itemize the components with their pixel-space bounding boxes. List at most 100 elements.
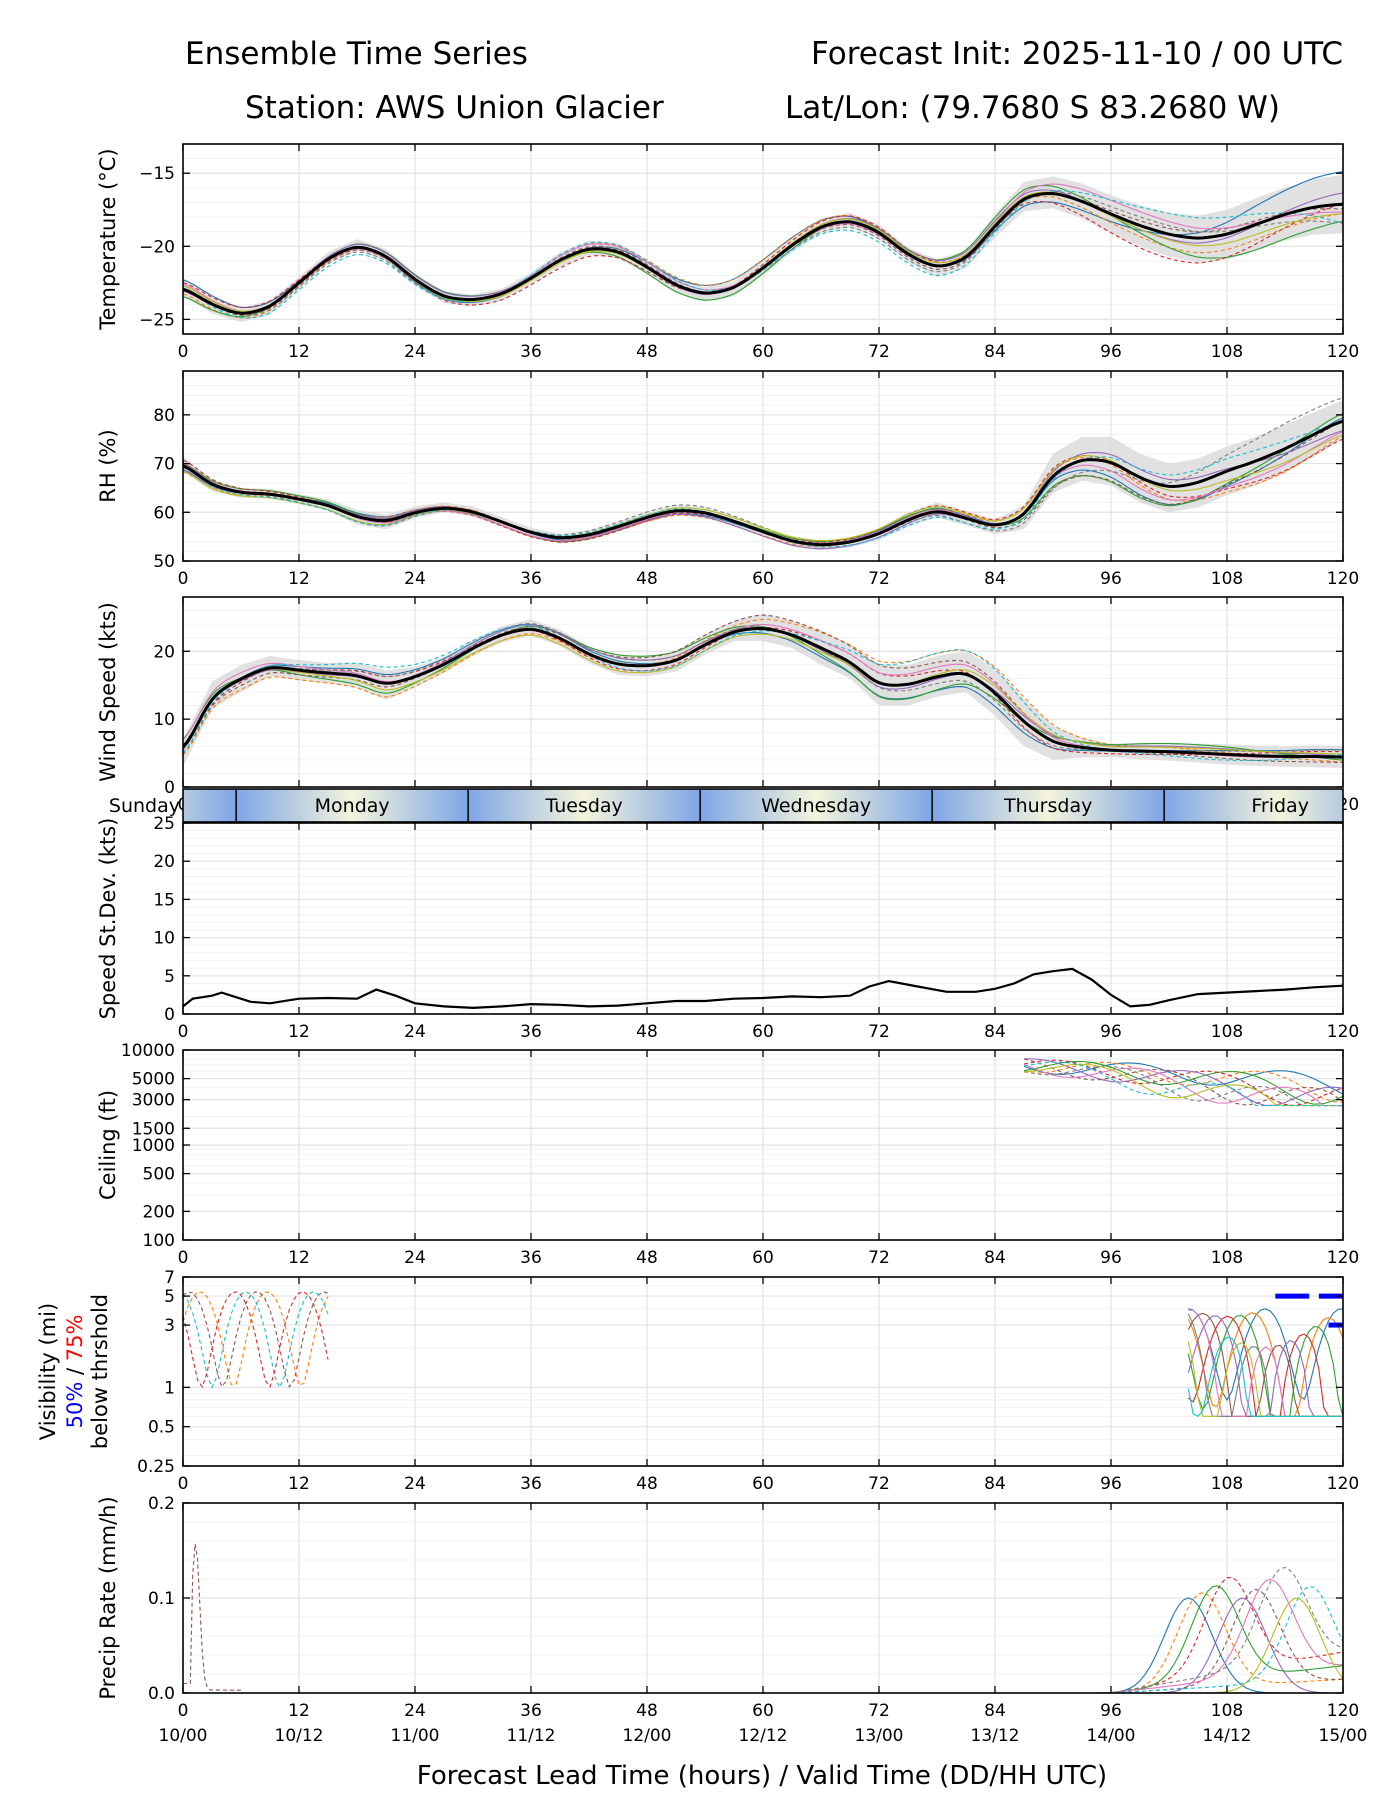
x-axis-label: Forecast Lead Time (hours) / Valid Time … <box>417 1761 1107 1791</box>
ensemble-member-line <box>995 1578 1343 1693</box>
y-axis-label: Precip Rate (mm/h) <box>96 1496 120 1699</box>
x-tick-label: 108 <box>1211 1022 1243 1042</box>
valid-time-label: 10/00 <box>159 1726 208 1746</box>
x-tick-label: 12 <box>288 1022 310 1042</box>
x-tick-label: 108 <box>1211 342 1243 362</box>
legend-50-percent: 50% <box>63 1382 87 1429</box>
x-tick-label: 60 <box>752 569 774 589</box>
ensemble-member-line <box>183 430 1343 550</box>
legend-sep: / <box>63 1361 87 1381</box>
x-tick-label: 36 <box>520 342 542 362</box>
x-tick-label: 12 <box>288 1701 310 1721</box>
x-tick-label: 24 <box>404 1248 426 1268</box>
ensemble-mean-line <box>183 419 1343 547</box>
ensemble-member-line <box>1188 1308 1343 1402</box>
ensemble-member-line <box>1187 1312 1343 1417</box>
ensemble-member-line <box>183 190 1343 319</box>
x-tick-label: 72 <box>868 1248 890 1268</box>
ensemble-member-line <box>995 1588 1343 1693</box>
y-tick-label: 0.25 <box>137 1457 175 1477</box>
x-tick-label: 24 <box>404 1474 426 1494</box>
ensemble-member-line <box>183 193 1343 316</box>
x-tick-label: 12 <box>288 342 310 362</box>
plot-area-ceiling <box>1023 1058 1343 1107</box>
y-tick-label: 0.1 <box>148 1589 175 1609</box>
x-tick-label: 120 <box>1327 569 1359 589</box>
y-axis-label: Temperature (°C) <box>96 148 120 330</box>
y-tick-label: 5 <box>164 967 175 987</box>
x-tick-label: 0 <box>178 1701 189 1721</box>
x-tick-label: 24 <box>404 1022 426 1042</box>
y-tick-label: 3000 <box>132 1091 175 1111</box>
plot-area-rh <box>183 397 1343 551</box>
y-tick-label: 0.2 <box>148 1494 175 1514</box>
ensemble-member-line <box>183 1291 329 1389</box>
title-left: Ensemble Time Series <box>185 36 528 72</box>
x-tick-label: 0 <box>178 1248 189 1268</box>
x-tick-label: 36 <box>520 1248 542 1268</box>
y-axis-label: Wind Speed (kts) <box>96 602 120 782</box>
x-tick-label: 120 <box>1327 1474 1359 1494</box>
ensemble-member-line <box>183 624 1343 762</box>
ensemble-member-line <box>183 1291 329 1386</box>
station-latlon: Lat/Lon: (79.7680 S 83.2680 W) <box>785 90 1280 126</box>
x-tick-label: 72 <box>868 1474 890 1494</box>
x-tick-label: 36 <box>520 569 542 589</box>
day-strip: Sunday Monday Tuesday Wednesday Thursday Frid… <box>109 788 1344 823</box>
valid-time-label: 13/12 <box>971 1726 1020 1746</box>
ensemble-member-line <box>1023 1061 1343 1103</box>
x-tick-label: 96 <box>1100 1701 1122 1721</box>
ensemble-member-line <box>183 1291 329 1388</box>
x-tick-label: 108 <box>1211 569 1243 589</box>
day-band <box>183 789 237 822</box>
ensemble-member-line <box>995 1585 1343 1693</box>
y-tick-label: 0 <box>164 1005 175 1025</box>
x-tick-label: 24 <box>404 1701 426 1721</box>
y-tick-label: 200 <box>143 1202 175 1222</box>
y-tick-label: 10 <box>153 710 175 730</box>
ensemble-member-line <box>1023 1060 1343 1105</box>
ensemble-member-line <box>995 1597 1343 1693</box>
y-tick-label: 1000 <box>132 1136 175 1156</box>
ensemble-member-line <box>995 1597 1343 1693</box>
day-label-wednesday: Wednesday <box>761 795 871 817</box>
x-tick-label: 60 <box>752 1474 774 1494</box>
y-tick-label: 15 <box>153 890 175 910</box>
x-tick-label: 96 <box>1100 1474 1122 1494</box>
valid-time-label: 11/00 <box>391 1726 440 1746</box>
x-tick-label: 84 <box>984 1474 1006 1494</box>
valid-time-label: 12/00 <box>623 1726 672 1746</box>
x-tick-label: 96 <box>1100 1248 1122 1268</box>
y-tick-label: 1500 <box>132 1119 175 1139</box>
x-tick-label: 48 <box>636 1022 658 1042</box>
x-tick-label: 48 <box>636 1248 658 1268</box>
ensemble-member-line <box>1023 1062 1343 1095</box>
stdev-line <box>183 967 1343 1010</box>
ensemble-member-line <box>183 625 1343 761</box>
ensemble-member-line <box>1187 1314 1343 1417</box>
y-tick-label: 0.0 <box>148 1684 175 1704</box>
y-tick-label: −20 <box>139 237 175 257</box>
plot-area-precip <box>183 1543 1343 1693</box>
panels: −25−20−150 12 24 36 48 60 72 84 96 108 120Temperat… <box>36 143 1368 1746</box>
x-tick-label: 72 <box>868 1701 890 1721</box>
ensemble-member-line <box>183 185 1343 318</box>
x-tick-label: 48 <box>636 569 658 589</box>
day-label-sunday: Sunday <box>109 795 180 817</box>
panel-precip: 0.0 0.1 0.2 0 12 24 36 48 60 72 84 96 108 120 Precip R… <box>96 1494 1359 1721</box>
y-tick-label: 0 <box>164 778 175 798</box>
y-axis-label: RH (%) <box>96 429 120 502</box>
panel-temperature: −25 −20 −15 0 12 24 36 48 60 72 84 96 108 120 Temperat… <box>96 143 1359 362</box>
y-axis-label: Visibility (mi) <box>36 1303 60 1440</box>
y-tick-label: 20 <box>153 852 175 872</box>
day-band <box>932 789 1165 822</box>
x-tick-label: 60 <box>752 342 774 362</box>
y-tick-label: −15 <box>139 164 175 184</box>
plot-area-stdev <box>183 967 1343 1010</box>
y-tick-label: 25 <box>153 814 175 834</box>
station-name: Station: AWS Union Glacier <box>245 90 664 126</box>
x-tick-label: 48 <box>636 1474 658 1494</box>
ensemble-member-line <box>183 1543 241 1691</box>
ensemble-member-line <box>995 1597 1343 1693</box>
